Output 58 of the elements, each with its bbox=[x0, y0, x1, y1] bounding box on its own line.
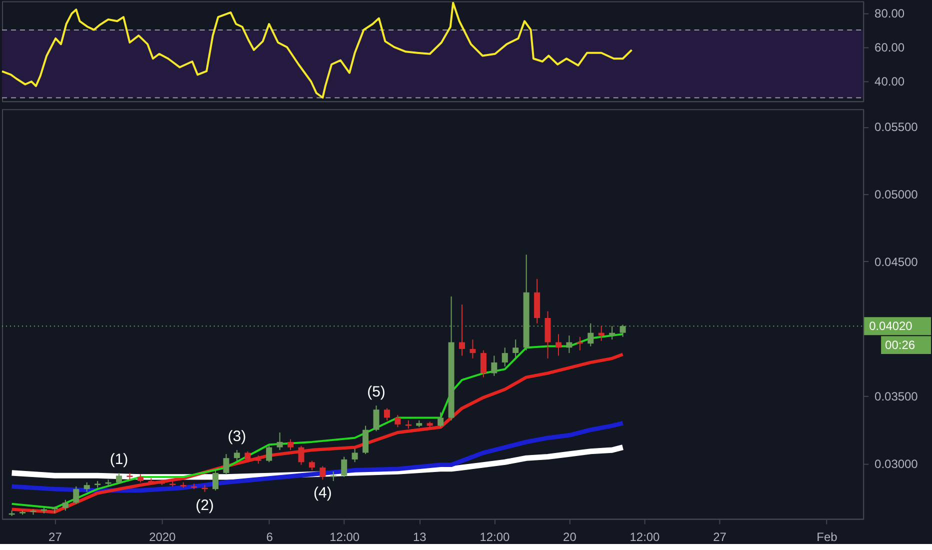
y-tick-label: 0.05000 bbox=[874, 188, 918, 202]
x-tick-label: 27 bbox=[713, 530, 727, 544]
candlestick bbox=[288, 438, 294, 451]
candlestick bbox=[502, 347, 508, 367]
candlestick bbox=[73, 486, 80, 504]
candlestick bbox=[576, 336, 583, 351]
annotation: (1) bbox=[110, 450, 128, 468]
y-tick-label: 0.03500 bbox=[874, 390, 918, 404]
candlestick bbox=[62, 499, 68, 512]
candlestick bbox=[330, 471, 336, 482]
annotation: (2) bbox=[196, 496, 214, 514]
candlestick bbox=[308, 460, 315, 471]
y-tick-label: 0.04500 bbox=[874, 254, 918, 269]
annotation: (4) bbox=[314, 484, 332, 502]
x-tick-label: 27 bbox=[48, 530, 62, 544]
x-tick-label: 13 bbox=[412, 530, 427, 544]
candlestick bbox=[491, 355, 498, 376]
candlestick bbox=[555, 334, 562, 356]
y-tick-label: 80.00 bbox=[874, 6, 905, 20]
candlestick bbox=[438, 412, 444, 428]
candlestick bbox=[470, 339, 476, 359]
candlestick bbox=[212, 470, 218, 491]
candlestick bbox=[223, 454, 230, 475]
text: 00:26 bbox=[885, 338, 916, 352]
candlestick bbox=[320, 466, 326, 480]
candlestick bbox=[244, 450, 251, 462]
candlestick bbox=[84, 482, 90, 492]
candlestick bbox=[276, 432, 283, 451]
candlestick bbox=[598, 326, 604, 342]
candlestick bbox=[352, 448, 358, 463]
ref-line-label: 0.04020 bbox=[869, 319, 913, 334]
x-tick-label: 2020 bbox=[149, 530, 176, 544]
candlestick bbox=[266, 444, 272, 463]
x-tick-label: 12:00 bbox=[330, 530, 360, 544]
candlestick bbox=[116, 472, 122, 484]
candlestick bbox=[480, 350, 486, 378]
y-tick-label: 40.00 bbox=[874, 74, 905, 88]
line-series bbox=[1, 2, 633, 99]
annotation: (3) bbox=[228, 428, 246, 446]
x-tick-label: 12:00 bbox=[480, 530, 510, 544]
candlestick bbox=[234, 450, 240, 462]
candlestick bbox=[384, 408, 390, 421]
candlestick bbox=[566, 335, 572, 354]
y-tick-label: 0.05500 bbox=[874, 120, 918, 134]
candlestick bbox=[341, 456, 348, 478]
candlestick bbox=[394, 414, 401, 428]
candlestick bbox=[362, 425, 369, 455]
candlestick bbox=[298, 445, 304, 466]
x-tick-label: Feb bbox=[816, 530, 838, 544]
annotation: (5) bbox=[367, 384, 386, 401]
y-tick-label: 60.00 bbox=[874, 40, 905, 54]
candlestick bbox=[373, 405, 380, 432]
candlestick bbox=[512, 339, 519, 359]
x-tick-label: 12:00 bbox=[630, 530, 660, 544]
y-tick-label: 0.03000 bbox=[874, 456, 918, 471]
x-tick-label: 20 bbox=[563, 530, 577, 544]
x-tick-label: 6 bbox=[266, 530, 274, 544]
candlestick bbox=[459, 304, 466, 356]
